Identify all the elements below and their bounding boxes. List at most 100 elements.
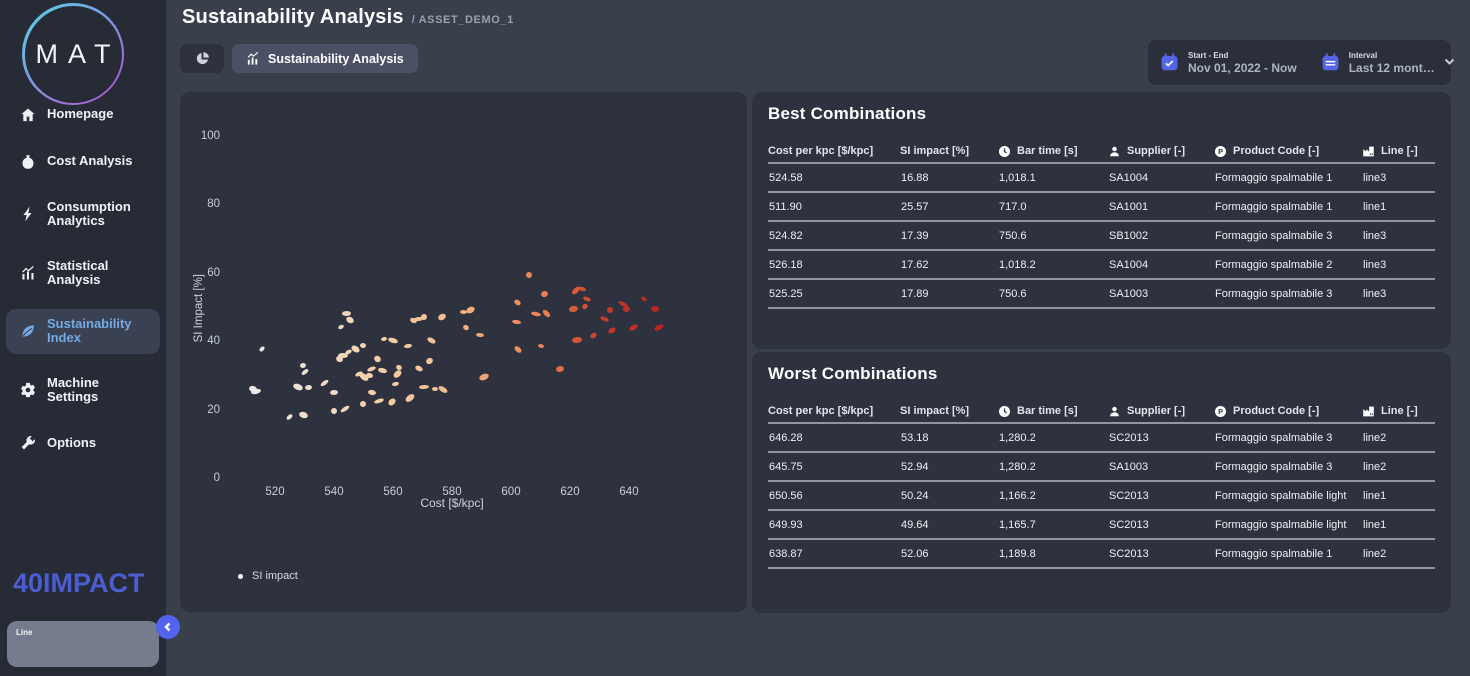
column-header-line: Line [-] <box>1362 145 1435 158</box>
sidebar-item-statistical-analysis[interactable]: Statistical Analysis <box>6 251 160 296</box>
legend-label: SI impact <box>252 570 298 582</box>
table-cell: 646.28 <box>769 431 803 444</box>
x-tick-label: 640 <box>619 486 639 498</box>
table-cell: Formaggio spalmabile 1 <box>1215 547 1333 560</box>
start-end-texts: Start - End Nov 01, 2022 - Now <box>1188 51 1297 75</box>
y-tick-label: 100 <box>200 130 220 142</box>
table-cell: line2 <box>1363 431 1387 444</box>
scatter-point <box>358 399 367 409</box>
scatter-point <box>339 404 350 414</box>
table-row: 649.93 49.64 1,165.7 SC2013 Formaggio spalma… <box>768 511 1435 540</box>
scatter-point <box>437 312 447 322</box>
leaf-icon <box>19 323 36 340</box>
scatter-point <box>599 314 610 323</box>
column-header-line: Line [-] <box>1362 405 1435 418</box>
interval-picker[interactable]: Interval Last 12 mont… <box>1309 51 1467 75</box>
column-header-bar-time: Bar time [s] <box>998 145 1108 158</box>
factory-icon <box>1363 406 1374 416</box>
calendar-icon <box>1322 53 1339 71</box>
tab-sustainability-analysis[interactable]: Sustainability Analysis <box>232 44 418 73</box>
x-axis-label: Cost [$/kpc] <box>420 496 484 510</box>
table-cell: Formaggio spalmabile 1 <box>1215 171 1333 184</box>
product-code-icon: P <box>1214 145 1227 157</box>
table-cell: 17.62 <box>901 258 929 271</box>
scatter-point <box>300 368 309 377</box>
scatter-point <box>387 336 399 345</box>
sidebar-item-sustainability-index[interactable]: Sustainability Index <box>6 309 160 354</box>
table-cell: 25.57 <box>901 200 929 213</box>
scatter-point <box>366 372 374 379</box>
tab-bar: Sustainability Analysis <box>180 44 418 73</box>
table-body: 524.58 16.88 1,018.1 SA1004 Formaggio spalma… <box>768 164 1435 309</box>
scatter-point <box>437 384 449 394</box>
legend-item-si-impact[interactable]: SI impact <box>238 570 298 582</box>
table-cell: 524.82 <box>769 229 803 242</box>
start-end-label: Start - End <box>1188 50 1229 60</box>
scatter-point <box>285 413 294 422</box>
scatter-point <box>291 382 304 392</box>
table-cell: SA1001 <box>1109 200 1149 213</box>
sidebar-item-cost-analysis[interactable]: Cost Analysis <box>6 145 160 178</box>
scatter-point <box>606 307 614 314</box>
date-range-picker: Start - End Nov 01, 2022 - Now Interval … <box>1148 40 1454 85</box>
scatter-point <box>297 411 309 420</box>
table-cell: line1 <box>1363 518 1387 531</box>
scatter-point <box>299 362 307 369</box>
sidebar: MAT Homepage Cost Analysis Consumpti <box>0 0 166 676</box>
table-cell: 1,280.2 <box>999 460 1036 473</box>
sidebar-item-machine-settings[interactable]: Machine Settings <box>6 368 160 413</box>
table-cell: line1 <box>1363 200 1387 213</box>
page-subtitle: / ASSET_DEMO_1 <box>411 14 514 26</box>
table-body: 646.28 53.18 1,280.2 SC2013 Formaggio spalma… <box>768 424 1435 569</box>
table-cell: Formaggio spalmabile 2 <box>1215 258 1333 271</box>
scatter-point <box>373 397 385 405</box>
scatter-point <box>418 385 430 390</box>
scatter-point <box>628 322 639 332</box>
column-header-supplier: Supplier [-] <box>1108 145 1214 158</box>
scatter-point <box>465 305 477 316</box>
start-end-picker[interactable]: Start - End Nov 01, 2022 - Now <box>1148 51 1309 75</box>
sidebar-item-consumption-analytics[interactable]: Consumption Analytics <box>6 192 160 237</box>
plot-area[interactable]: 0 20 40 60 80 100 520 540 560 580 600 620 640 <box>180 92 747 612</box>
svg-text:P: P <box>1218 147 1223 156</box>
panel-title: Best Combinations <box>768 104 927 123</box>
column-header-cost: Cost per kpc [$/kpc] <box>768 405 874 417</box>
scatter-point <box>572 336 583 345</box>
gear-icon <box>19 382 36 399</box>
scatter-point <box>381 336 388 342</box>
scatter-point <box>530 310 542 317</box>
y-tick-label: 0 <box>213 472 220 484</box>
sidebar-item-options[interactable]: Options <box>6 426 160 459</box>
table-cell: 50.24 <box>901 489 929 502</box>
y-tick-label: 40 <box>207 335 220 348</box>
table-row: 524.58 16.88 1,018.1 SA1004 Formaggio spalma… <box>768 164 1435 193</box>
sidebar-item-label: Statistical Analysis <box>47 257 109 287</box>
table-cell: 645.75 <box>769 460 803 473</box>
scatter-point <box>337 323 345 331</box>
money-bag-icon <box>19 153 36 170</box>
table-cell: 717.0 <box>999 200 1027 213</box>
table-cell: 650.56 <box>769 489 803 502</box>
scatter-point <box>653 322 665 332</box>
sidebar-item-homepage[interactable]: Homepage <box>6 98 160 131</box>
scatter-point <box>540 289 550 298</box>
table-cell: 526.18 <box>769 258 803 271</box>
product-code-icon: P <box>1214 405 1227 417</box>
column-header-product-code: P Product Code [-] <box>1214 405 1362 418</box>
table-header-row: Cost per kpc [$/kpc] SI impact [%] Bar t… <box>768 400 1435 424</box>
sidebar-collapse-button[interactable] <box>156 615 180 639</box>
tab-label: Sustainability Analysis <box>268 51 404 66</box>
table-cell: 49.64 <box>901 518 929 531</box>
table-cell: 1,189.8 <box>999 547 1036 560</box>
tab-pie-chart[interactable] <box>180 44 224 73</box>
scatter-point <box>524 271 533 280</box>
x-tick-label: 600 <box>501 486 521 498</box>
scatter-point <box>250 387 262 395</box>
chevron-down-icon[interactable] <box>1444 54 1455 72</box>
legend-marker <box>238 573 243 579</box>
table-cell: 525.25 <box>769 287 803 300</box>
scatter-point <box>377 367 388 375</box>
table-cell: 750.6 <box>999 287 1027 300</box>
scatter-point <box>413 364 424 373</box>
bar-chart-icon <box>247 51 259 65</box>
